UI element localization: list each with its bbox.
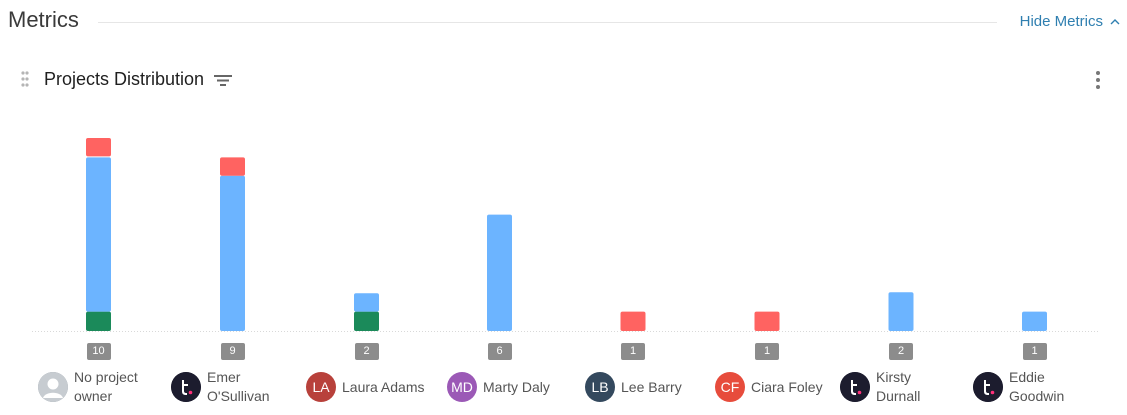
owner-legend-item[interactable]: Emer O'Sullivan — [171, 367, 285, 407]
hide-metrics-label[interactable]: Hide Metrics — [1019, 13, 1103, 30]
bar-segment[interactable] — [220, 157, 245, 176]
count-badge: 9 — [220, 343, 245, 360]
avatar: MD — [447, 372, 477, 402]
teamwork-logo-icon — [171, 372, 201, 402]
bar-segment[interactable] — [220, 175, 245, 331]
count-badge: 1 — [1022, 343, 1047, 360]
chart-card-header: Projects Distribution — [0, 64, 1127, 96]
owner-name: No project owner — [74, 369, 138, 404]
bar-segment[interactable] — [86, 311, 111, 331]
owner-name: Emer O'Sullivan — [207, 369, 270, 404]
drag-handle-icon[interactable] — [20, 69, 30, 89]
owner-legend-item[interactable]: LB Lee Barry — [585, 367, 682, 407]
metrics-header: Metrics Hide Metrics — [0, 0, 1127, 44]
bar-segment[interactable] — [354, 293, 379, 312]
owner-legend-item[interactable]: Kirsty Durnall — [840, 367, 954, 407]
teamwork-logo-icon — [840, 372, 870, 402]
owner-name: Marty Daly — [483, 378, 550, 395]
count-badge: 10 — [86, 343, 111, 360]
owner-legend-item[interactable]: CF Ciara Foley — [715, 367, 823, 407]
avatar: CF — [715, 372, 745, 402]
bar-segment[interactable] — [888, 292, 914, 331]
teamwork-logo-icon — [973, 372, 1003, 402]
chart-title: Projects Distribution — [44, 69, 205, 89]
bar-segment[interactable] — [487, 214, 512, 331]
hide-metrics-toggle[interactable]: Hide Metrics — [1020, 13, 1121, 30]
kebab-menu-icon[interactable] — [1090, 69, 1106, 91]
chevron-up-icon[interactable] — [1109, 16, 1121, 28]
owner-name: Laura Adams — [342, 378, 425, 395]
count-badge: 1 — [621, 343, 645, 360]
count-badge: 2 — [889, 343, 913, 360]
count-badge: 2 — [354, 343, 379, 360]
header-divider — [98, 22, 997, 23]
user-placeholder-icon — [38, 372, 68, 402]
owner-name: Ciara Foley — [751, 378, 823, 395]
bar-segment[interactable] — [620, 311, 646, 331]
bar-segment[interactable] — [354, 311, 379, 331]
avatar: LB — [585, 372, 615, 402]
metrics-title: Metrics — [8, 7, 79, 32]
owner-name: Lee Barry — [621, 378, 682, 395]
bar-segment[interactable] — [86, 157, 111, 312]
filter-icon[interactable] — [213, 72, 233, 88]
bar-segment[interactable] — [1022, 311, 1047, 331]
bar-segment[interactable] — [754, 311, 780, 331]
owner-name: Kirsty Durnall — [876, 369, 921, 404]
bar-segment[interactable] — [86, 138, 111, 157]
owner-legend-item[interactable]: Eddie Goodwin — [973, 367, 1087, 407]
owner-legend-item[interactable]: MD Marty Daly — [447, 367, 550, 407]
owner-legend-item[interactable]: LA Laura Adams — [306, 367, 425, 407]
count-badge: 6 — [487, 343, 512, 360]
projects-distribution-chart — [32, 138, 1100, 332]
owner-name: Eddie Goodwin — [1009, 369, 1065, 404]
avatar: LA — [306, 372, 336, 402]
count-badge: 1 — [755, 343, 779, 360]
owner-legend-item[interactable]: No project owner — [38, 367, 152, 407]
